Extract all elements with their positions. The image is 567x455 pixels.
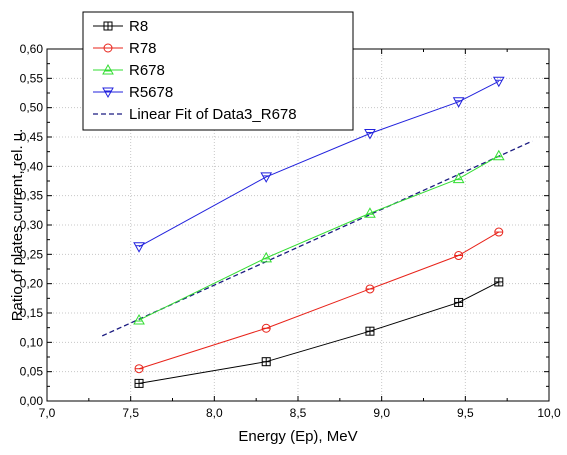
y-tick-label: 0,45	[20, 130, 44, 144]
series-line-r5678	[138, 80, 500, 248]
y-axis-ticks: 0,00 0,05 0,10 0,15 0,20 0,25 0,30 0,35 0,40 0,45…	[20, 42, 549, 408]
fit-layer	[101, 140, 533, 337]
point-r678	[364, 207, 376, 218]
y-tick-label: 0,30	[20, 218, 44, 232]
point-r5678	[452, 97, 465, 108]
y-tick-label: 0,40	[20, 159, 44, 173]
legend-label-r5678: R5678	[129, 84, 173, 101]
series-line-r78	[138, 231, 500, 370]
x-tick-label: 7,0	[39, 406, 56, 420]
series-r78	[134, 227, 504, 374]
legend-box	[82, 11, 354, 131]
point-r5678	[260, 172, 273, 183]
y-tick-label: 0,35	[20, 189, 44, 203]
series-r8	[134, 277, 504, 388]
x-axis-ticks: 7,0 7,5 8,0 8,5 9,0 9,5 10,0	[39, 49, 561, 420]
point-r678	[492, 149, 505, 161]
point-r678	[133, 314, 145, 325]
series-line-r678	[138, 155, 500, 321]
legend-marker-r678	[102, 63, 114, 75]
fit-line	[101, 140, 533, 337]
y-tick-label: 0,60	[20, 42, 44, 56]
legend-label-r8: R8	[129, 18, 148, 35]
x-tick-label: 7,5	[122, 406, 139, 420]
y-tick-label: 0,50	[20, 101, 44, 115]
legend: R8 R78 R678 R5678 Linear Fit of Data3_R678	[82, 11, 354, 131]
y-tick-label: 0,20	[20, 277, 44, 291]
y-tick-label: 0,25	[20, 247, 44, 261]
point-r678	[452, 172, 465, 184]
series-layer	[133, 76, 505, 388]
x-tick-label: 9,0	[373, 406, 390, 420]
series-r5678	[133, 76, 505, 253]
y-tick-label: 0,10	[20, 335, 44, 349]
series-line-r8	[138, 281, 500, 384]
y-tick-label: 0,05	[20, 365, 44, 379]
point-r678	[260, 251, 273, 263]
legend-marker-r5678	[102, 87, 114, 99]
x-tick-label: 10,0	[537, 406, 561, 420]
x-tick-label: 8,5	[290, 406, 307, 420]
y-tick-label: 0,00	[20, 394, 44, 408]
y-tick-label: 0,55	[20, 71, 44, 85]
legend-label-r678: R678	[129, 62, 165, 79]
point-r5678	[364, 128, 376, 140]
x-axis-label: Energy (Ep), MeV	[238, 428, 357, 445]
x-tick-label: 8,0	[206, 406, 223, 420]
series-r678	[133, 149, 505, 325]
y-axis-label: Ratio of plates current, rel. u.	[9, 129, 26, 322]
point-r5678	[492, 76, 505, 88]
y-tick-label: 0,15	[20, 306, 44, 320]
point-r5678	[133, 242, 145, 253]
legend-label-fit: Linear Fit of Data3_R678	[129, 106, 297, 123]
x-tick-label: 9,5	[457, 406, 474, 420]
legend-label-r78: R78	[129, 40, 157, 57]
